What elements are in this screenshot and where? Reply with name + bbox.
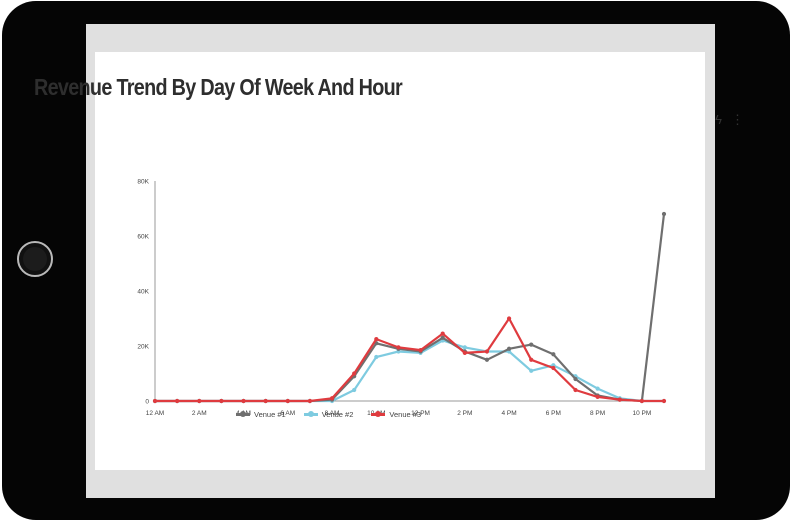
data-point-venue-3 bbox=[219, 398, 224, 404]
data-point-venue-1 bbox=[440, 335, 445, 340]
series-line-venue-3 bbox=[155, 317, 664, 403]
legend-swatch-venue-1 bbox=[236, 411, 250, 417]
data-point-venue-1 bbox=[661, 211, 667, 217]
y-tick-label: 80K bbox=[137, 179, 149, 186]
x-tick-label: 8 AM bbox=[325, 410, 340, 417]
x-tick-label: 6 PM bbox=[546, 410, 561, 417]
data-point-venue-3 bbox=[617, 397, 622, 402]
legend-item-venue-1[interactable]: Venue #1 bbox=[236, 410, 286, 419]
data-point-venue-3 bbox=[329, 396, 335, 401]
data-point-venue-2 bbox=[374, 354, 379, 360]
data-point-venue-2 bbox=[529, 368, 534, 373]
data-point-venue-3 bbox=[197, 398, 202, 404]
legend-item-venue-3[interactable]: Venue #3 bbox=[371, 410, 421, 419]
x-tick-label: 12 AM bbox=[146, 410, 164, 417]
series-line-venue-1 bbox=[155, 213, 666, 403]
data-point-venue-1 bbox=[484, 357, 490, 362]
legend-item-venue-2[interactable]: Venue #2 bbox=[303, 410, 354, 419]
tablet-screen bbox=[86, 24, 715, 498]
data-point-venue-3 bbox=[573, 387, 578, 393]
data-point-venue-3 bbox=[175, 398, 180, 404]
x-tick-label: 10 PM bbox=[632, 410, 651, 417]
data-point-venue-3 bbox=[418, 348, 423, 353]
data-point-venue-3 bbox=[595, 394, 600, 399]
chart-legend: Venue #1 Venue #2 Venue #3 bbox=[236, 410, 421, 419]
home-button[interactable] bbox=[17, 241, 53, 277]
x-tick-label: 8 PM bbox=[590, 410, 605, 417]
data-point-venue-3 bbox=[506, 316, 512, 321]
y-tick-label: 20K bbox=[137, 344, 149, 351]
x-tick-label: 6 AM bbox=[280, 410, 295, 417]
y-tick-label: 40K bbox=[137, 289, 149, 296]
card-actions: ϟ ⋮ bbox=[715, 113, 744, 126]
legend-label-venue-1: Venue #1 bbox=[254, 410, 286, 419]
data-point-venue-3 bbox=[352, 371, 357, 376]
data-point-venue-3 bbox=[551, 365, 556, 371]
data-point-venue-3 bbox=[639, 398, 644, 404]
chart-title: Revenue Trend By Day Of Week And Hour bbox=[34, 74, 403, 100]
legend-swatch-venue-3 bbox=[371, 411, 386, 417]
more-vertical-icon[interactable]: ⋮ bbox=[731, 112, 744, 127]
data-point-venue-1 bbox=[551, 352, 556, 357]
data-point-venue-3 bbox=[661, 398, 667, 404]
data-point-venue-3 bbox=[263, 398, 268, 404]
y-tick-label: 0 bbox=[145, 399, 149, 406]
data-point-venue-3 bbox=[307, 398, 313, 404]
legend-label-venue-3: Venue #3 bbox=[389, 410, 422, 419]
data-point-venue-3 bbox=[440, 331, 445, 336]
data-point-venue-2 bbox=[352, 387, 357, 393]
data-point-venue-1 bbox=[573, 376, 578, 382]
data-point-venue-2 bbox=[462, 345, 467, 350]
legend-swatch-venue-2 bbox=[303, 411, 318, 417]
x-tick-label: 12 PM bbox=[411, 410, 430, 417]
data-point-venue-3 bbox=[529, 357, 534, 362]
x-tick-label: 2 AM bbox=[192, 410, 207, 417]
data-point-venue-3 bbox=[396, 345, 401, 350]
data-point-venue-1 bbox=[506, 346, 512, 351]
data-point-venue-3 bbox=[374, 337, 379, 342]
lightning-icon[interactable]: ϟ bbox=[715, 112, 722, 127]
y-tick-label: 60K bbox=[137, 234, 149, 241]
home-button-inner bbox=[23, 247, 47, 271]
data-point-venue-3 bbox=[484, 349, 490, 354]
legend-label-venue-2: Venue #2 bbox=[321, 410, 354, 419]
data-point-venue-3 bbox=[462, 350, 467, 355]
data-point-venue-3 bbox=[285, 398, 290, 404]
data-point-venue-3 bbox=[152, 398, 158, 404]
data-point-venue-1 bbox=[529, 342, 534, 347]
data-point-venue-3 bbox=[241, 398, 246, 404]
x-tick-label: 2 PM bbox=[457, 410, 472, 417]
x-tick-label: 4 PM bbox=[502, 410, 517, 417]
data-point-venue-2 bbox=[595, 386, 600, 391]
